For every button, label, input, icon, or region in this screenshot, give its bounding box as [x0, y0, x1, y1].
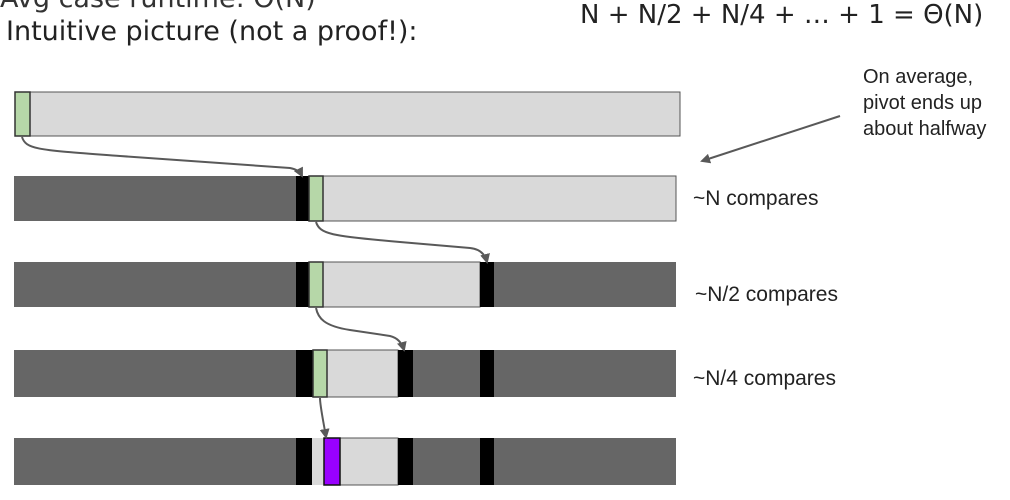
fixed-pivot-cell: [480, 350, 494, 397]
unsorted-segment: [322, 261, 481, 308]
pivot-annotation: On average, pivot ends up about halfway: [863, 64, 1010, 142]
unsorted-segment: [339, 437, 399, 486]
runtime-formula: N + N/2 + N/4 + … + 1 = Θ(N): [580, 0, 984, 30]
fixed-pivot-cell: [398, 350, 413, 397]
fixed-pivot-cell: [398, 438, 413, 485]
pivot-cell: [312, 349, 328, 398]
array-row-3: [14, 261, 676, 308]
diagram-subtitle: Intuitive picture (not a proof!):: [6, 16, 418, 47]
cut-off-header: Avg case runtime: Θ(N): [0, 0, 560, 13]
compare-label-n-half: ~N/2 compares: [695, 283, 838, 306]
fixed-pivot-cell: [296, 262, 309, 307]
compare-label-n: ~N compares: [693, 187, 819, 210]
fixed-pivot-cell: [296, 176, 309, 221]
pivot-arrow-1: [21, 136, 303, 178]
array-row-1: [14, 91, 681, 137]
fixed-pivot-cell: [480, 438, 494, 485]
annotation-arrow: [700, 115, 841, 164]
array-row-5: [14, 437, 676, 486]
pivot-arrow-2: [315, 221, 490, 264]
annotation-line-1: On average,: [863, 66, 974, 88]
final-pivot-cell: [323, 437, 341, 486]
annotation-line-2: pivot ends up: [863, 92, 982, 114]
pivot-cell: [308, 261, 324, 308]
unsorted-segment: [14, 91, 681, 137]
annotation-line-3: about halfway: [863, 118, 987, 140]
unsorted-segment: [325, 349, 399, 398]
compare-label-n-quarter: ~N/4 compares: [693, 367, 836, 390]
fixed-pivot-cell: [296, 350, 313, 397]
fixed-pivot-cell: [296, 438, 312, 485]
pivot-arrow-3: [315, 307, 407, 352]
pivot-cell: [308, 175, 324, 222]
array-row-2: [14, 175, 677, 222]
unsorted-segment: [312, 438, 324, 485]
unsorted-segment: [322, 175, 677, 222]
pivot-cell: [14, 91, 31, 137]
pivot-arrow-4: [319, 397, 330, 439]
fixed-pivot-cell: [480, 262, 494, 307]
array-row-4: [14, 349, 676, 398]
